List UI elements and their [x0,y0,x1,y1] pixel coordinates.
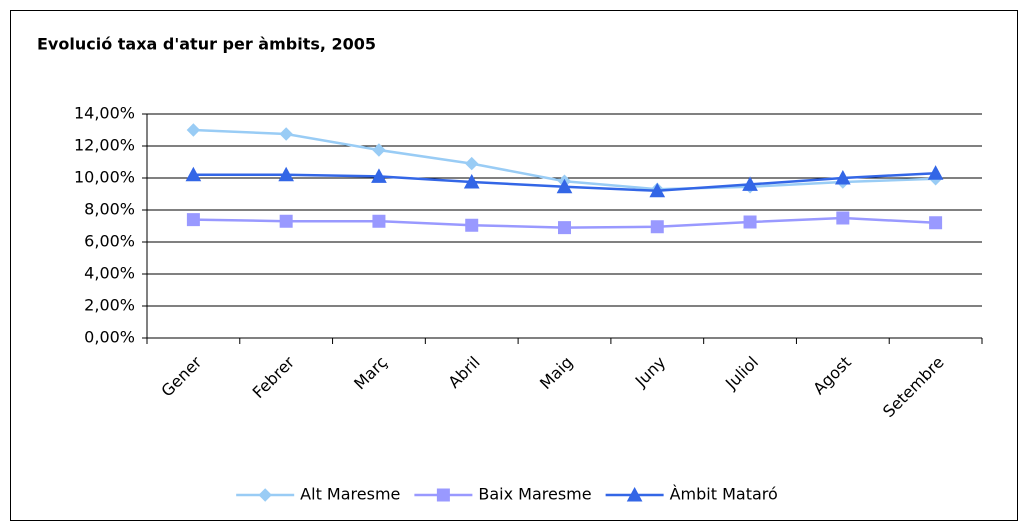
y-tick-label: 6,00% [84,232,135,251]
y-tick-label: 12,00% [74,136,135,155]
y-tick-label: 4,00% [84,264,135,283]
chart-title: Evolució taxa d'atur per àmbits, 2005 [37,35,376,54]
data-point [465,156,479,171]
data-point [465,218,479,232]
data-point [743,215,757,229]
data-point [185,166,202,182]
data-point [836,211,850,225]
data-point [558,221,571,235]
data-point [279,214,293,228]
data-point [279,127,293,141]
legend-marker [436,488,450,502]
data-point [278,166,295,182]
data-point [929,216,943,230]
data-point [742,176,758,191]
data-point [372,214,386,228]
y-tick-label: 14,00% [74,104,135,123]
legend-marker [626,486,643,502]
data-point [186,213,200,227]
legend-label: Àmbit Mataró [670,485,778,504]
y-tick-label: 2,00% [84,296,135,315]
y-tick-label: 8,00% [84,200,135,219]
data-point [186,123,201,137]
data-point [372,143,386,157]
data-point [927,165,944,180]
y-tick-label: 0,00% [84,328,135,347]
chart-border [10,10,1018,521]
legend-label: Alt Maresme [300,485,400,504]
y-tick-label: 10,00% [74,168,135,187]
data-point [556,178,573,194]
data-point [834,169,851,185]
data-point [371,168,387,183]
data-point [650,220,664,234]
legend-label: Baix Maresme [478,485,591,504]
data-point [463,173,480,189]
legend-marker [258,488,272,502]
data-point [649,182,666,198]
